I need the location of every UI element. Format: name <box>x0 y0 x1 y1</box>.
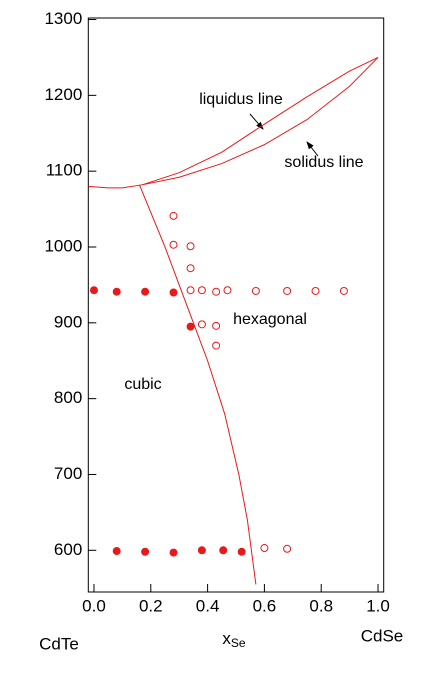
open-point <box>223 286 232 295</box>
y-tick-label: 1200 <box>44 85 82 104</box>
annotation: solidus line <box>284 154 363 171</box>
x-tick-label: 0.0 <box>82 596 106 615</box>
filled-point <box>219 546 228 555</box>
filled-point <box>112 287 121 296</box>
x-tick-label: 1.0 <box>366 596 390 615</box>
arrow <box>306 141 319 157</box>
open-point <box>339 286 348 295</box>
filled-point <box>141 287 150 296</box>
annotation: CdTe <box>39 634 79 653</box>
y-tick-label: 1000 <box>44 236 82 255</box>
open-point <box>311 286 320 295</box>
filled-point <box>89 286 98 295</box>
open-point <box>283 286 292 295</box>
filled-point <box>169 288 178 297</box>
y-tick-label: 1300 <box>44 9 82 28</box>
open-point <box>169 211 178 220</box>
filled-point <box>169 548 178 557</box>
x-tick-label: 0.8 <box>309 596 333 615</box>
open-point <box>197 286 206 295</box>
filled-point <box>141 547 150 556</box>
filled-point <box>186 322 195 331</box>
curve <box>142 57 379 186</box>
y-tick-label: 600 <box>54 540 82 559</box>
y-tick-label: 1100 <box>46 161 83 180</box>
open-point <box>212 321 221 330</box>
x-axis-label-sub: Se <box>231 636 246 650</box>
open-point <box>212 341 221 350</box>
filled-point <box>237 547 246 556</box>
x-axis-label: xSe <box>222 629 246 650</box>
x-axis-label-main: x <box>222 629 231 648</box>
open-point <box>212 287 221 296</box>
x-tick-label: 0.2 <box>139 596 163 615</box>
annotation: CdSe <box>361 626 404 645</box>
open-point <box>283 544 292 553</box>
y-tick-label: 800 <box>54 388 82 407</box>
curve <box>138 184 257 585</box>
open-point <box>186 264 195 273</box>
open-point <box>169 240 178 249</box>
y-tick-label: 700 <box>54 464 82 483</box>
open-point <box>260 544 269 553</box>
filled-point <box>112 547 121 556</box>
y-tick-label: 900 <box>54 312 82 331</box>
open-point <box>197 320 206 329</box>
open-point <box>251 286 260 295</box>
annotation: liquidus line <box>199 91 283 108</box>
annotation: cubic <box>124 376 161 393</box>
x-tick-label: 0.6 <box>253 596 277 615</box>
x-tick-label: 0.4 <box>196 596 220 615</box>
annotation: hexagonal <box>233 311 307 328</box>
open-point <box>186 242 195 251</box>
curve <box>88 56 379 189</box>
filled-point <box>197 546 206 555</box>
open-point <box>186 286 195 295</box>
plot-frame <box>87 17 385 593</box>
